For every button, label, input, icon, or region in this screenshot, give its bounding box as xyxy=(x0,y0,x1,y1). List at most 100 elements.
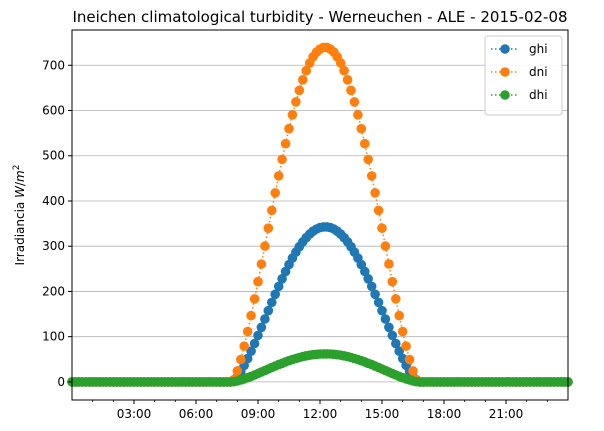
data-point-dni xyxy=(349,97,360,107)
y-tick-label: 300 xyxy=(42,239,65,253)
y-tick-label: 500 xyxy=(42,149,65,163)
y-tick-label: 600 xyxy=(42,104,65,118)
legend: ghi dni dhi xyxy=(484,35,563,116)
data-point-ghi xyxy=(360,266,370,277)
data-point-dni xyxy=(363,154,374,165)
y-tick-label: 200 xyxy=(42,284,65,298)
y-axis-label-unit-m: m xyxy=(13,170,27,182)
x-tick-label: 06:00 xyxy=(179,407,214,421)
x-tick-label: 18:00 xyxy=(427,407,462,421)
data-point-ghi xyxy=(380,314,391,324)
y-tick-label: 400 xyxy=(42,194,65,208)
data-point-dni xyxy=(404,354,415,365)
data-point-dni xyxy=(294,85,305,96)
data-point-dni xyxy=(394,310,405,321)
chart-title: Ineichen climatological turbidity - Wern… xyxy=(72,8,567,26)
data-point-dni xyxy=(291,97,301,107)
data-point-ghi xyxy=(384,322,394,333)
y-tick-label: 700 xyxy=(42,58,65,72)
y-axis-label-unit-exp: 2 xyxy=(12,165,22,171)
legend-label-dni: dni xyxy=(529,65,548,79)
data-point-ghi xyxy=(277,274,287,284)
legend-entries: ghi dni dhi xyxy=(491,42,548,102)
y-axis-ticks: 0 100 200 300 400 500 600 700 xyxy=(42,58,72,389)
data-point-dni xyxy=(360,138,370,149)
data-point-ghi xyxy=(246,346,256,357)
data-point-dni xyxy=(370,188,380,198)
data-point-ghi xyxy=(270,289,281,300)
legend-marker-dni xyxy=(500,67,510,77)
y-axis-label-prefix: Irradiancia xyxy=(13,198,27,266)
x-tick-label: 15:00 xyxy=(365,407,400,421)
data-point-dni xyxy=(401,341,411,352)
data-point-ghi xyxy=(267,297,277,308)
data-point-dni xyxy=(236,354,246,365)
data-point-dni xyxy=(246,310,256,321)
data-point-ghi xyxy=(377,305,387,316)
data-point-dni xyxy=(301,65,312,76)
data-point-dni xyxy=(335,58,346,68)
y-axis-label-unit-w: W xyxy=(13,185,27,198)
data-point-dni xyxy=(356,123,367,134)
data-point-dni xyxy=(267,205,277,216)
data-point-ghi xyxy=(373,297,384,308)
legend-label-ghi: ghi xyxy=(529,42,548,56)
data-point-dni xyxy=(260,241,270,251)
y-axis-label-unit-slash: / xyxy=(13,181,27,186)
data-point-dni xyxy=(366,171,377,181)
legend-entry-ghi: ghi xyxy=(491,42,548,56)
data-point-ghi xyxy=(391,338,401,349)
data-point-dni xyxy=(277,154,287,165)
data-point-ghi xyxy=(260,314,270,324)
data-point-dni xyxy=(384,259,394,269)
y-tick-label: 100 xyxy=(42,330,65,344)
data-point-dni xyxy=(256,259,267,269)
legend-entry-dhi: dhi xyxy=(491,88,548,102)
legend-entry-dni: dni xyxy=(491,65,548,79)
data-point-dni xyxy=(273,171,284,181)
x-axis-ticks: 03:00 06:00 09:00 12:00 15:00 18:00 21:00 xyxy=(92,400,548,421)
data-point-dni xyxy=(339,65,349,76)
grid-layer xyxy=(72,64,568,383)
legend-box xyxy=(484,35,563,116)
data-point-dni xyxy=(377,223,387,233)
data-point-ghi xyxy=(256,322,267,333)
data-point-dni xyxy=(408,366,418,376)
x-tick-label: 09:00 xyxy=(241,407,276,421)
data-point-ghi xyxy=(253,330,263,341)
data-point-dni xyxy=(287,110,298,120)
data-point-dni xyxy=(298,75,308,85)
data-point-dni xyxy=(387,276,398,287)
data-point-ghi xyxy=(387,330,398,341)
data-point-dni xyxy=(380,241,391,251)
series-layer xyxy=(67,42,573,387)
data-point-dni xyxy=(280,138,291,149)
data-point-ghi xyxy=(263,305,274,316)
series-dhi xyxy=(67,349,573,387)
data-point-dni xyxy=(342,75,353,85)
data-point-dni xyxy=(284,123,294,134)
series-ghi xyxy=(67,222,573,387)
data-point-dni xyxy=(373,205,384,216)
x-tick-label: 21:00 xyxy=(489,407,524,421)
data-point-dni xyxy=(270,188,281,198)
data-point-dni xyxy=(239,341,249,352)
data-point-dni xyxy=(253,276,263,287)
data-point-dni xyxy=(232,366,243,376)
y-tick-label: 0 xyxy=(57,375,65,389)
data-point-ghi xyxy=(249,338,260,349)
data-point-dni xyxy=(242,326,253,337)
data-point-dni xyxy=(353,110,363,120)
data-point-ghi xyxy=(370,289,380,300)
data-point-ghi xyxy=(363,274,374,284)
data-point-ghi xyxy=(394,346,405,357)
data-point-dni xyxy=(346,85,356,96)
y-axis-label: Irradiancia W/m2 xyxy=(12,165,27,266)
data-point-dni xyxy=(263,223,274,233)
x-tick-label: 12:00 xyxy=(303,407,338,421)
data-point-ghi xyxy=(273,281,284,292)
legend-marker-ghi xyxy=(500,44,510,54)
data-point-dni xyxy=(249,294,260,304)
